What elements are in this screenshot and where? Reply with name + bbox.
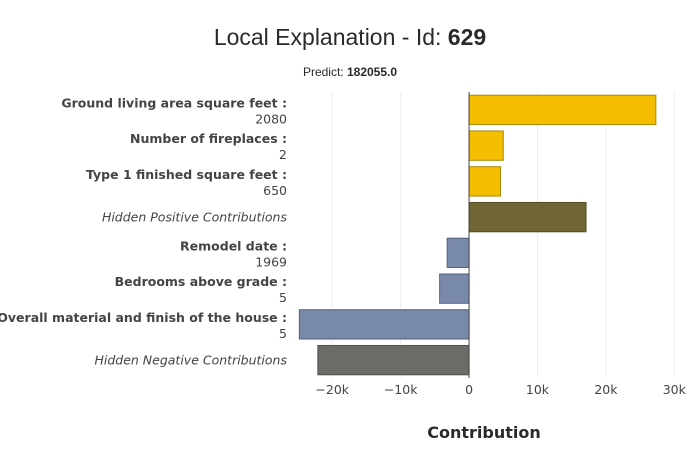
category-label-2: Number of fireplaces : xyxy=(130,131,287,146)
x-tick-label-0: −20k xyxy=(315,382,349,397)
x-tick-label-5: 30k xyxy=(663,382,687,397)
category-value-6: 5 xyxy=(279,290,287,305)
x-tick-label-4: 20k xyxy=(594,382,618,397)
chart-title-id: 629 xyxy=(448,24,486,50)
bar-6[interactable] xyxy=(439,273,470,304)
bar-3[interactable] xyxy=(468,166,502,197)
category-value-3: 650 xyxy=(263,183,287,198)
category-value-5: 1969 xyxy=(255,254,287,269)
category-label-7: Overall material and finish of the house… xyxy=(0,310,287,325)
bar-4[interactable] xyxy=(468,201,587,233)
chart-title-prefix: Local Explanation - Id: xyxy=(214,24,448,50)
category-label-8: Hidden Negative Contributions xyxy=(94,353,287,368)
x-tick-label-3: 10k xyxy=(526,382,550,397)
bars xyxy=(298,92,657,378)
category-label-3: Type 1 finished square feet : xyxy=(86,167,287,182)
chart-title: Local Explanation - Id: 629 xyxy=(214,24,486,50)
bar-1[interactable] xyxy=(468,94,657,126)
bar-2[interactable] xyxy=(468,130,504,161)
category-value-2: 2 xyxy=(279,147,287,162)
x-axis-ticks: −20k −10k 0 10k 20k 30k xyxy=(315,382,686,397)
category-label-5: Remodel date : xyxy=(180,238,287,253)
x-tick-label-1: −10k xyxy=(384,382,418,397)
bar-8[interactable] xyxy=(317,344,470,376)
x-axis-label: Contribution xyxy=(427,423,541,442)
category-label-4: Hidden Positive Contributions xyxy=(102,210,288,225)
category-value-7: 5 xyxy=(279,326,287,341)
category-label-6: Bedrooms above grade : xyxy=(115,274,287,289)
chart-subtitle-prefix: Predict: xyxy=(303,65,347,79)
x-tick-label-2: 0 xyxy=(465,382,473,397)
chart-subtitle-value: 182055.0 xyxy=(347,65,397,79)
bar-7[interactable] xyxy=(298,309,470,340)
category-label-1: Ground living area square feet : xyxy=(61,95,287,110)
chart-subtitle: Predict: 182055.0 xyxy=(303,65,397,79)
bar-5[interactable] xyxy=(446,237,470,269)
category-labels: Ground living area square feet :2080 Numb… xyxy=(0,95,287,367)
category-value-1: 2080 xyxy=(255,111,287,126)
